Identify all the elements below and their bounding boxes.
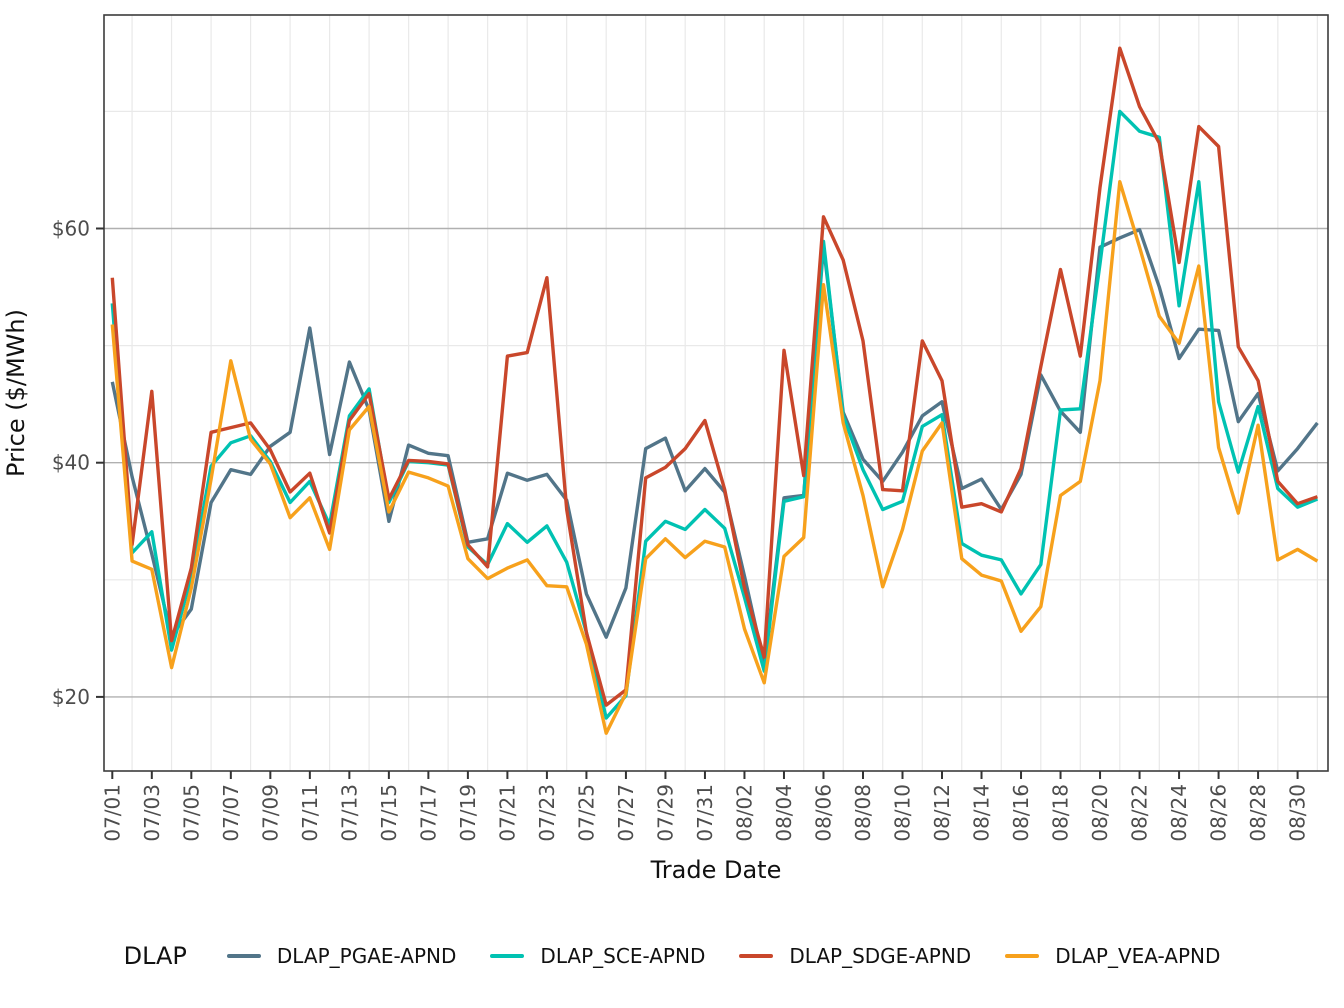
panel-border xyxy=(103,14,1329,772)
x-tick-label: 07/11 xyxy=(298,784,322,842)
x-tick-label: 07/31 xyxy=(693,784,717,842)
x-tick-label: 08/12 xyxy=(930,784,954,842)
legend-label: DLAP_PGAE-APND xyxy=(276,944,457,968)
legend-label: DLAP_VEA-APND xyxy=(1055,944,1221,968)
x-tick-label: 07/09 xyxy=(258,784,282,842)
x-tick-label: 07/07 xyxy=(219,784,243,842)
legend-item-DLAP_VEA-APND: DLAP_VEA-APND xyxy=(1005,944,1220,968)
legend-line-swatch xyxy=(1005,954,1040,958)
x-tick-label: 08/08 xyxy=(851,784,875,842)
x-tick-label: 07/29 xyxy=(653,784,677,842)
x-tick-label: 08/20 xyxy=(1088,784,1112,842)
legend-line-swatch xyxy=(226,954,261,958)
legend-title: DLAP xyxy=(123,942,187,970)
series-line-DLAP_VEA-APND xyxy=(110,179,1319,735)
y-tick-label: $40 xyxy=(52,451,90,475)
legend-item-DLAP_SDGE-APND: DLAP_SDGE-APND xyxy=(739,944,971,968)
x-tick-label: 07/01 xyxy=(100,784,124,842)
y-tick-label: $20 xyxy=(52,685,90,709)
x-tick-label: 08/06 xyxy=(811,784,835,842)
x-tick-label: 08/18 xyxy=(1049,784,1073,842)
x-tick-label: 08/02 xyxy=(732,784,756,842)
legend: DLAP DLAP_PGAE-APND DLAP_SCE-APND DLAP_SDG… xyxy=(0,930,1344,982)
x-tick-label: 08/04 xyxy=(772,784,796,842)
series-line-DLAP_SDGE-APND xyxy=(110,46,1318,707)
x-tick-label: 07/19 xyxy=(456,784,480,842)
x-tick-label: 08/16 xyxy=(1009,784,1033,842)
x-tick-label: 07/05 xyxy=(179,784,203,842)
x-axis-title: Trade Date xyxy=(650,856,782,884)
x-tick-label: 08/26 xyxy=(1207,784,1231,842)
legend-label: DLAP_SDGE-APND xyxy=(789,944,972,968)
x-tick-label: 07/21 xyxy=(495,784,519,842)
x-tick-label: 07/17 xyxy=(416,784,440,842)
series-line-DLAP_SCE-APND xyxy=(110,109,1319,720)
x-tick-label: 07/27 xyxy=(614,784,638,842)
x-tick-label: 08/14 xyxy=(970,784,994,842)
x-tick-label: 08/22 xyxy=(1128,784,1152,842)
x-tick-label: 07/03 xyxy=(140,784,164,842)
y-tick-label: $60 xyxy=(52,217,90,241)
x-tick-label: 08/10 xyxy=(891,784,915,842)
x-tick-label: 07/23 xyxy=(535,784,559,842)
legend-line-swatch xyxy=(739,954,774,958)
x-tick-label: 07/25 xyxy=(574,784,598,842)
series-line-DLAP_PGAE-APND xyxy=(110,227,1319,666)
x-tick-label: 08/30 xyxy=(1286,784,1310,842)
legend-line-swatch xyxy=(490,954,525,958)
legend-item-DLAP_SCE-APND: DLAP_SCE-APND xyxy=(490,944,705,968)
y-axis-title: Price ($/MWh) xyxy=(2,309,30,477)
x-tick-label: 07/15 xyxy=(377,784,401,842)
plot-panel xyxy=(104,15,1328,771)
x-tick-label: 08/24 xyxy=(1167,784,1191,842)
x-tick-label: 07/13 xyxy=(337,784,361,842)
legend-item-DLAP_PGAE-APND: DLAP_PGAE-APND xyxy=(226,944,457,968)
x-tick-label: 08/28 xyxy=(1246,784,1270,842)
legend-label: DLAP_SCE-APND xyxy=(540,944,706,968)
